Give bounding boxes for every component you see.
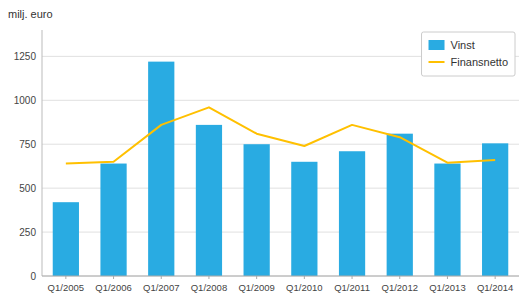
legend-swatch bbox=[429, 61, 445, 63]
x-tick-label: Q1/2009 bbox=[238, 282, 274, 293]
bar bbox=[53, 202, 79, 276]
bar bbox=[434, 164, 460, 276]
bar bbox=[387, 134, 413, 276]
y-axis-line bbox=[42, 30, 43, 276]
legend-box bbox=[422, 32, 515, 76]
legend: Vinst Finansnetto bbox=[422, 32, 515, 76]
x-tick bbox=[447, 276, 448, 279]
legend-label: Finansnetto bbox=[451, 56, 508, 68]
grid-line bbox=[42, 144, 519, 145]
y-tick-label: 750 bbox=[19, 139, 36, 150]
x-tick-label: Q1/2013 bbox=[429, 282, 465, 293]
line bbox=[66, 107, 495, 163]
x-tick-label: Q1/2007 bbox=[143, 282, 179, 293]
x-tick bbox=[352, 276, 353, 279]
y-axis-label: milj. euro bbox=[8, 8, 53, 20]
x-tick-label: Q1/2006 bbox=[95, 282, 131, 293]
bar bbox=[148, 62, 174, 276]
legend-swatch bbox=[429, 40, 445, 50]
x-tick bbox=[495, 276, 496, 279]
x-tick bbox=[304, 276, 305, 279]
y-tick-label: 1000 bbox=[14, 95, 37, 106]
x-tick-label: Q1/2005 bbox=[48, 282, 84, 293]
grid bbox=[42, 56, 519, 276]
grid-line bbox=[42, 100, 519, 101]
legend-label: Vinst bbox=[451, 39, 475, 51]
x-tick bbox=[256, 276, 257, 279]
bar bbox=[339, 151, 365, 276]
bar bbox=[291, 162, 317, 276]
y-tick-label: 1250 bbox=[14, 51, 37, 62]
x-tick bbox=[65, 276, 66, 279]
x-tick bbox=[161, 276, 162, 279]
x-tick bbox=[208, 276, 209, 279]
y-tick-label: 500 bbox=[19, 183, 36, 194]
y-tick-label: 0 bbox=[30, 271, 36, 282]
bar bbox=[482, 143, 508, 276]
chart: 0 250 500 750 1000 1250 milj. euro Q1/2005 Q1/20… bbox=[0, 0, 529, 302]
bar bbox=[100, 164, 126, 276]
x-tick-label: Q1/2010 bbox=[286, 282, 322, 293]
x-tick-label: Q1/2012 bbox=[382, 282, 418, 293]
y-tick-label: 250 bbox=[19, 227, 36, 238]
bar bbox=[244, 144, 270, 276]
x-tick bbox=[399, 276, 400, 279]
marks bbox=[53, 62, 509, 276]
x-tick-label: Q1/2011 bbox=[334, 282, 370, 293]
x-tick-label: Q1/2008 bbox=[191, 282, 227, 293]
x-tick-label: Q1/2014 bbox=[477, 282, 513, 293]
x-tick bbox=[113, 276, 114, 279]
bar bbox=[196, 125, 222, 276]
